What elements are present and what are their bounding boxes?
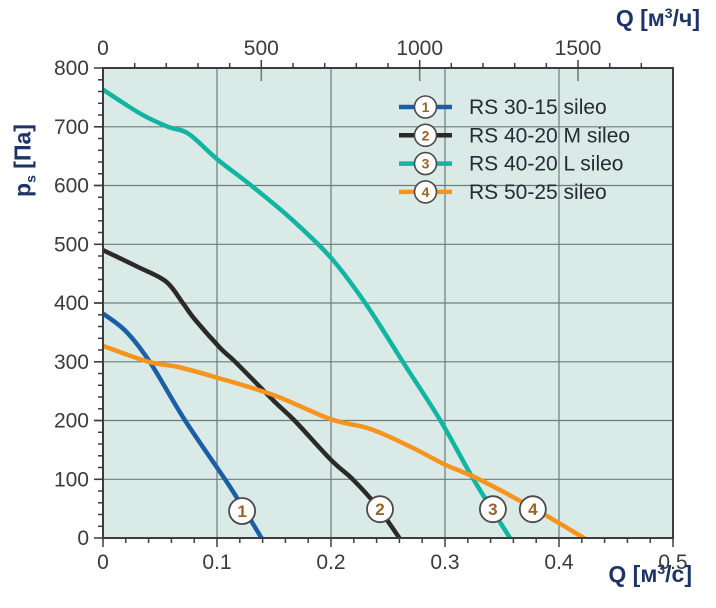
top-axis-title-text: Q [м — [615, 5, 665, 31]
curves — [102, 87, 587, 539]
top-axis-title: Q [м3/ч] — [616, 5, 700, 32]
curve-marker-1: 1 — [228, 497, 257, 525]
legend-item-4: 4 RS 50-25 sileo — [399, 180, 607, 204]
x-bottom-tick-label: 0.4 — [544, 551, 574, 574]
top-axis-title-unit: /ч] — [672, 5, 700, 31]
legend-item-2: 2 RS 40-20 M sileo — [399, 123, 630, 148]
y-tick-label: 700 — [54, 116, 89, 139]
bottom-axis-title-sup: 3 — [657, 561, 666, 577]
bottom-axis-title-text: Q [м — [608, 561, 658, 587]
y-tick-label: 800 — [54, 57, 89, 80]
marker-number: 3 — [488, 500, 497, 519]
marker-circle — [518, 495, 547, 524]
legend-marker-circle — [413, 95, 438, 119]
tick-labels: 0 100 200 300 400 500 600 700 800 0 0.1 0.2 0.3 0.4 0.… — [54, 37, 688, 574]
curve-4-line — [102, 343, 587, 539]
marker-circle — [366, 495, 394, 524]
marker-number: 1 — [237, 502, 246, 521]
y-tick-label: 400 — [54, 292, 89, 315]
y-tick-label: 300 — [54, 351, 89, 374]
y-axis-title-unit: [Па] — [9, 124, 36, 176]
curve-marker-3: 3 — [478, 495, 507, 524]
legend-marker-circle — [413, 151, 438, 176]
x-top-tick-label: 0 — [97, 37, 109, 60]
legend-label: RS 50-25 sileo — [469, 181, 607, 204]
marker-number: 2 — [375, 500, 384, 519]
x-top-tick-label: 1500 — [555, 37, 602, 60]
legend-label: RS 40-20 L sileo — [469, 153, 623, 176]
x-bottom-tick-label: 0.3 — [430, 551, 459, 574]
bottom-axis-title-unit: /с] — [665, 561, 692, 587]
x-top-tick-label: 500 — [244, 37, 279, 60]
legend-marker-number: 2 — [422, 127, 430, 143]
curve-markers: 1 2 3 4 — [228, 495, 547, 525]
y-tick-label: 0 — [77, 527, 89, 550]
legend-marker-number: 4 — [422, 184, 430, 200]
curve-marker-4: 4 — [518, 495, 547, 524]
marker-number: 4 — [528, 500, 538, 519]
y-tick-label: 500 — [54, 233, 89, 256]
top-axis-title-sup: 3 — [664, 5, 673, 21]
y-tick-label: 200 — [54, 410, 89, 433]
x-bottom-tick-label: 0.1 — [202, 551, 231, 574]
legend-label: RS 40-20 M sileo — [469, 124, 630, 147]
x-bottom-tick-label: 0 — [97, 551, 109, 574]
y-axis-title: ps [Па] — [9, 101, 39, 221]
curve-marker-2: 2 — [366, 495, 394, 524]
y-axis-title-sub: s — [22, 175, 39, 183]
marker-circle — [228, 497, 257, 525]
legend-item-1: 1 RS 30-15 sileo — [399, 95, 607, 119]
curve-2-line — [102, 247, 402, 539]
legend: 1 RS 30-15 sileo 2 RS 40-20 M sileo 3 RS 40-2… — [399, 95, 630, 204]
x-bottom-tick-label: 0.5 — [658, 551, 687, 574]
y-tick-label: 100 — [54, 468, 89, 491]
axis-ticks — [94, 60, 674, 547]
x-top-inner-ticks — [260, 68, 579, 81]
legend-marker-circle — [413, 180, 438, 204]
legend-marker-number: 1 — [422, 99, 430, 115]
x-bottom-tick-label: 0.2 — [316, 551, 345, 574]
x-top-tick-label: 1000 — [396, 37, 443, 60]
legend-item-3: 3 RS 40-20 L sileo — [399, 151, 623, 176]
bottom-axis-title: Q [м3/с] — [608, 561, 692, 588]
legend-label: RS 30-15 sileo — [469, 96, 607, 119]
gridlines — [103, 68, 673, 538]
curve-3-line — [102, 87, 513, 539]
legend-marker-number: 3 — [422, 156, 430, 172]
marker-circle — [478, 495, 507, 524]
y-tick-label: 600 — [54, 175, 89, 198]
y-axis-title-text: p — [9, 182, 36, 197]
legend-marker-circle — [413, 123, 438, 148]
